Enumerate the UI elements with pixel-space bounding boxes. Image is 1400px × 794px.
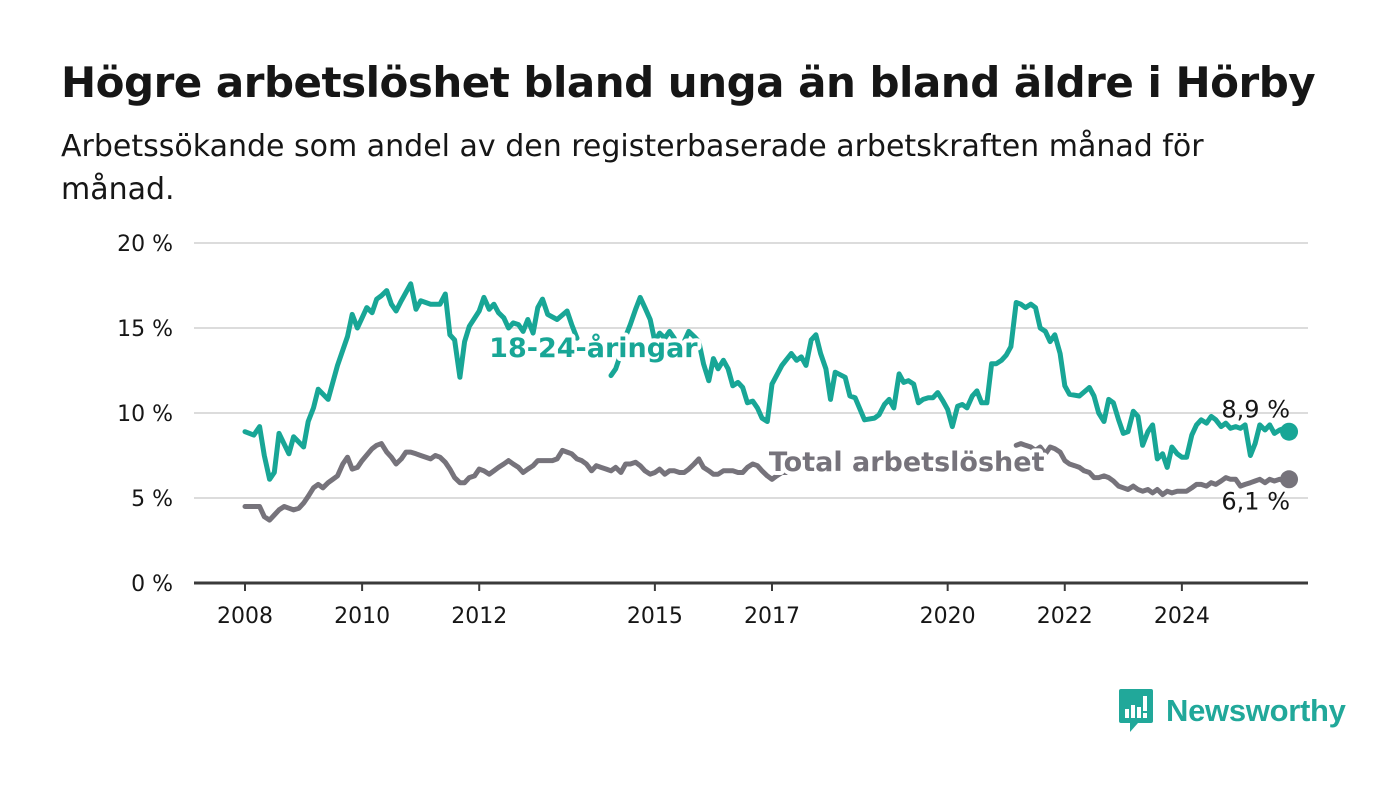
series-lines <box>242 281 1299 523</box>
y-tick-label: 15 % <box>117 317 173 342</box>
x-tick-label: 2010 <box>334 604 390 629</box>
total-end-marker <box>1280 470 1299 489</box>
x-tick-label: 2012 <box>451 604 507 629</box>
total-series-line <box>1013 441 1292 498</box>
brand-name: Newsworthy <box>1166 693 1346 728</box>
youth-series-label: 18-24-åringar <box>489 332 698 364</box>
youth-series-line <box>242 281 580 482</box>
gridlines <box>194 242 1308 499</box>
youth-series-line <box>608 294 1292 470</box>
y-tick-label: 10 % <box>117 402 173 427</box>
x-tick-label: 2008 <box>217 604 273 629</box>
y-tick-label: 5 % <box>131 487 173 512</box>
newsworthy-logo-icon <box>1119 689 1153 732</box>
chart-title: Högre arbetslöshet bland unga än bland ä… <box>61 58 1316 107</box>
x-tick-label: 2017 <box>744 604 800 629</box>
chart-subtitle: Arbetssökande som andel av den registerb… <box>61 129 1204 207</box>
youth-end-label: 8,9 % <box>1221 396 1290 424</box>
total-end-label: 6,1 % <box>1221 487 1290 515</box>
series-labels: 6,1 % 8,9 % 18-24-åringar Total arbetslöshe… <box>485 328 1290 515</box>
newsworthy-brand: Newsworthy <box>1118 688 1346 734</box>
axes: 0 % 5 % 10 % 15 % 20 % 2008 2010 2012 2015 2017 20… <box>117 232 1308 629</box>
total-series-label: Total arbetslöshet <box>769 447 1045 478</box>
x-tick-label: 2024 <box>1154 604 1210 629</box>
y-tick-label: 0 % <box>131 572 173 597</box>
x-tick-label: 2015 <box>627 604 683 629</box>
x-tick-label: 2022 <box>1037 604 1093 629</box>
x-tick-label: 2020 <box>920 604 976 629</box>
youth-end-marker <box>1280 422 1299 441</box>
y-tick-label: 20 % <box>117 232 173 257</box>
total-series-line <box>242 441 804 523</box>
